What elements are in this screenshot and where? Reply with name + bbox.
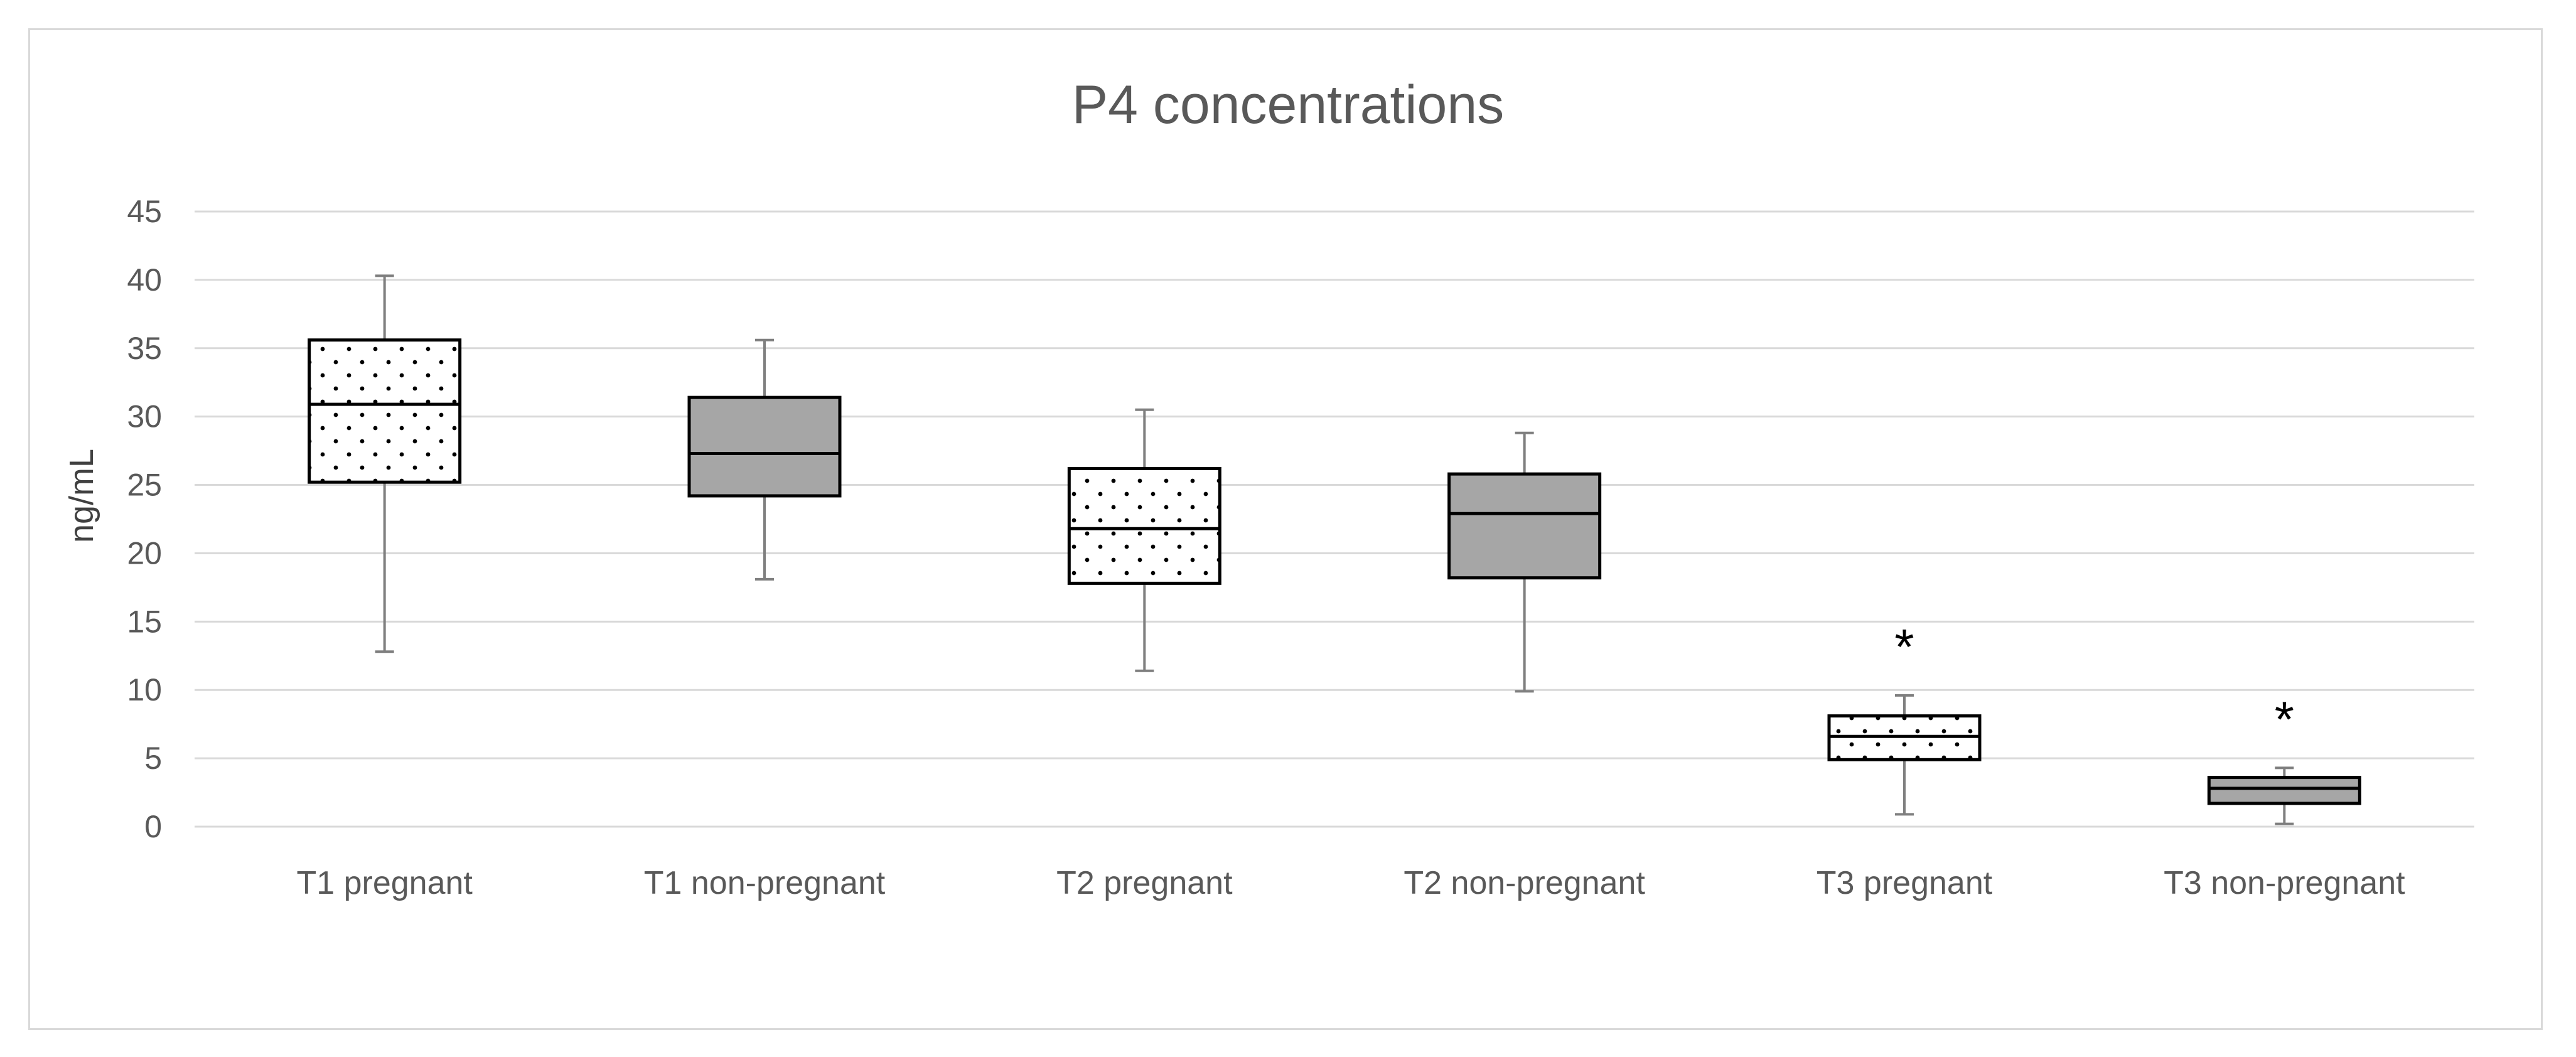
- x-tick-label: T1 non-pregnant: [644, 865, 886, 901]
- significance-asterisk: *: [2275, 691, 2294, 747]
- y-axis-ticks: 0 5 10 15 20 25 30 35 40 45: [127, 194, 162, 844]
- y-tick-label: 0: [144, 809, 162, 844]
- significance-asterisk: *: [1894, 619, 1914, 675]
- y-tick-label: 15: [127, 604, 162, 639]
- x-tick-label: T2 non-pregnant: [1403, 865, 1645, 901]
- x-axis-labels: T1 pregnant T1 non-pregnant T2 pregnant T2 …: [296, 865, 2405, 901]
- box-4: [1447, 431, 1602, 693]
- x-tick-label: T1 pregnant: [296, 865, 473, 901]
- y-tick-label: 40: [127, 262, 162, 298]
- iqr-box: [687, 395, 842, 498]
- box-2: [687, 338, 842, 581]
- y-tick-label: 30: [127, 399, 162, 434]
- y-tick-label: 5: [144, 741, 162, 776]
- y-tick-label: 25: [127, 468, 162, 503]
- boxes: **: [308, 274, 2361, 825]
- y-tick-label: 45: [127, 194, 162, 229]
- iqr-box: [308, 338, 462, 484]
- x-tick-label: T2 pregnant: [1056, 865, 1233, 901]
- box-5: *: [1827, 619, 1982, 816]
- iqr-box: [2207, 776, 2361, 805]
- box-1: [308, 274, 462, 653]
- y-tick-label: 35: [127, 331, 162, 366]
- box-3: [1067, 408, 1221, 672]
- gridlines: [195, 210, 2474, 828]
- x-tick-label: T3 pregnant: [1817, 865, 1993, 901]
- box-6: *: [2207, 691, 2361, 825]
- chart-frame: [28, 28, 2543, 1030]
- y-tick-label: 20: [127, 535, 162, 571]
- iqr-box: [1447, 472, 1602, 580]
- iqr-box: [1067, 466, 1221, 585]
- y-tick-label: 10: [127, 672, 162, 707]
- x-tick-label: T3 non-pregnant: [2164, 865, 2405, 901]
- chart-title: P4 concentrations: [1071, 75, 1505, 135]
